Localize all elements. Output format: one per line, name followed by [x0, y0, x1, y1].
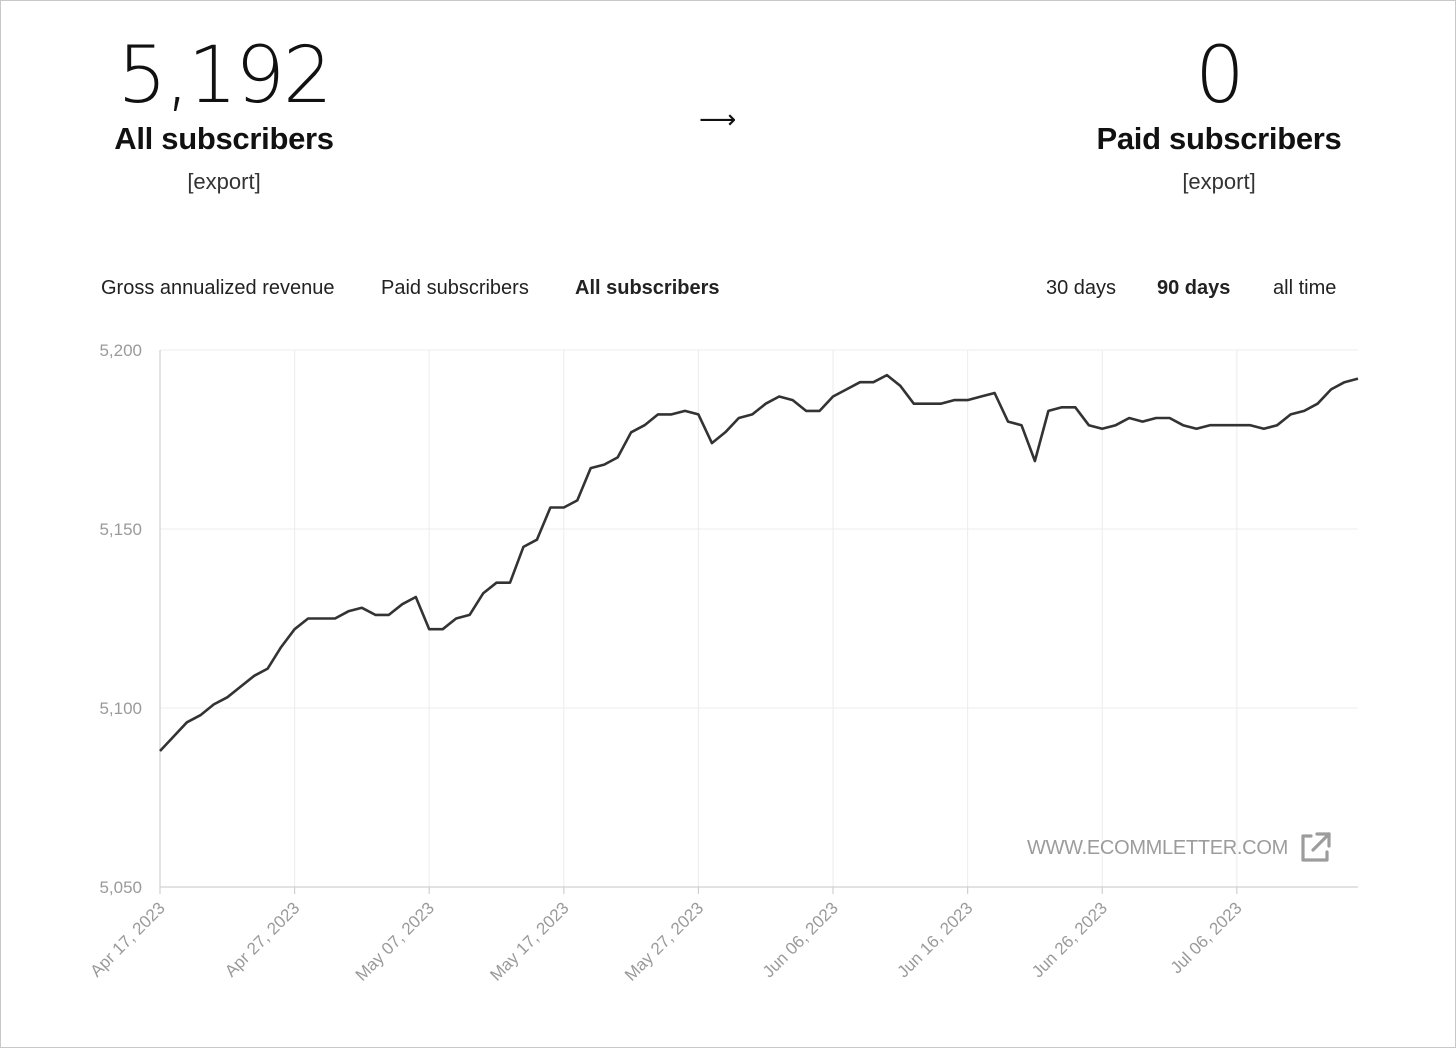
x-tick-label: Jun 16, 2023 — [894, 898, 977, 981]
chart-axes: 5,050 5,100 5,150 5,200 Apr 17, 2023 Apr 27, … — [87, 341, 1358, 985]
tab-gross-annualized-revenue[interactable]: Gross annualized revenue — [101, 277, 335, 299]
x-tick-label: Apr 27, 2023 — [221, 898, 303, 980]
chart-grid — [160, 349, 1358, 887]
x-tick-label: May 17, 2023 — [486, 898, 572, 984]
x-tick-label: Jul 06, 2023 — [1167, 898, 1246, 977]
y-tick-label: 5,100 — [99, 699, 142, 718]
all-subscribers-export-link[interactable]: [export] — [187, 169, 261, 194]
paid-subscribers-stat: 0 Paid subscribers [export] — [1009, 33, 1429, 197]
x-tick-label: May 07, 2023 — [352, 898, 438, 984]
x-tick-label: Apr 17, 2023 — [87, 898, 169, 980]
all-subscribers-stat: 5,192 All subscribers [export] — [14, 33, 434, 197]
all-subscribers-label: All subscribers — [114, 121, 334, 156]
external-link-icon — [1301, 832, 1331, 862]
y-tick-label: 5,200 — [99, 341, 142, 360]
y-tick-label: 5,050 — [99, 878, 142, 897]
paid-subscribers-count: 0 — [1195, 31, 1245, 121]
arrow-right-icon: ⟶ — [699, 105, 737, 135]
all-subscribers-count: 5,192 — [117, 31, 332, 121]
tab-all-time[interactable]: all time — [1273, 277, 1337, 299]
tab-paid-subscribers[interactable]: Paid subscribers — [381, 277, 529, 299]
all-subscribers-series-line — [159, 373, 1359, 752]
tab-90-days[interactable]: 90 days — [1157, 277, 1231, 299]
y-tick-label: 5,150 — [99, 520, 142, 539]
tab-all-subscribers[interactable]: All subscribers — [575, 277, 720, 299]
paid-subscribers-label: Paid subscribers — [1096, 121, 1342, 156]
watermark-text: WWW.ECOMMLETTER.COM — [1027, 837, 1288, 859]
x-tick-label: May 27, 2023 — [621, 898, 707, 984]
paid-subscribers-export-link[interactable]: [export] — [1182, 169, 1256, 194]
x-tick-label: Jun 06, 2023 — [759, 898, 842, 981]
chart-series — [159, 373, 1359, 752]
x-tick-label: Jun 26, 2023 — [1028, 898, 1111, 981]
tab-30-days[interactable]: 30 days — [1046, 277, 1117, 299]
